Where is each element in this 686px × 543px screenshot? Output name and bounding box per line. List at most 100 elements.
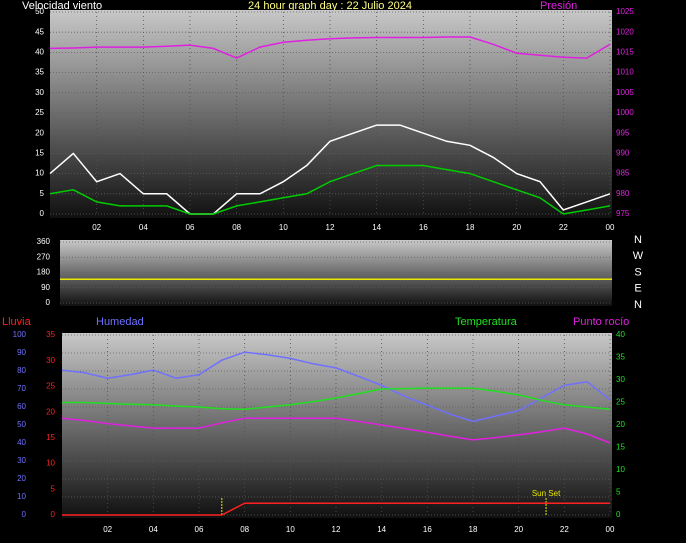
y3-tick-label: 5 bbox=[51, 484, 56, 493]
annotation: Sun Set bbox=[532, 489, 561, 498]
direction-label: E bbox=[634, 283, 641, 295]
direction-label: N bbox=[634, 234, 642, 246]
x-tick-label: 10 bbox=[279, 223, 288, 232]
y-tick-label: 100 bbox=[13, 330, 27, 339]
x-tick-label: 06 bbox=[186, 223, 195, 232]
y2-tick-label: 985 bbox=[616, 169, 630, 178]
y-tick-label: 0 bbox=[46, 298, 51, 307]
x-tick-label: 20 bbox=[512, 223, 521, 232]
wind-label: Velocidad viento bbox=[22, 0, 102, 12]
y2-tick-label: 1025 bbox=[616, 7, 634, 16]
y-tick-label: 30 bbox=[17, 456, 26, 465]
x-tick-label: 22 bbox=[560, 525, 569, 534]
x-tick-label: 12 bbox=[332, 525, 341, 534]
y2-tick-label: 10 bbox=[616, 465, 625, 474]
x-tick-label: 02 bbox=[103, 525, 112, 534]
x-tick-label: 14 bbox=[372, 223, 381, 232]
x-tick-label: 06 bbox=[195, 525, 204, 534]
y-tick-label: 70 bbox=[17, 384, 26, 393]
y2-tick-label: 980 bbox=[616, 189, 630, 198]
y2-tick-label: 1010 bbox=[616, 68, 634, 77]
y-tick-label: 80 bbox=[17, 366, 26, 375]
legend-label: Temperatura bbox=[455, 316, 518, 328]
y2-tick-label: 15 bbox=[616, 443, 625, 452]
series-line bbox=[49, 124, 611, 215]
y3-tick-label: 10 bbox=[46, 459, 55, 468]
y-tick-label: 180 bbox=[37, 268, 51, 277]
x-tick-label: 08 bbox=[240, 525, 249, 534]
y-tick-label: 40 bbox=[17, 438, 26, 447]
y-tick-label: 270 bbox=[37, 252, 51, 261]
y2-tick-label: 995 bbox=[616, 128, 630, 137]
y-tick-label: 50 bbox=[35, 7, 44, 16]
y3-tick-label: 35 bbox=[46, 330, 55, 339]
y-tick-label: 25 bbox=[35, 108, 44, 117]
y-tick-label: 30 bbox=[35, 88, 44, 97]
y3-tick-label: 0 bbox=[51, 510, 56, 519]
y3-tick-label: 25 bbox=[46, 382, 55, 391]
x-tick-label: 02 bbox=[92, 223, 101, 232]
y2-tick-label: 30 bbox=[616, 375, 625, 384]
series-line bbox=[49, 164, 611, 215]
y2-tick-label: 20 bbox=[616, 420, 625, 429]
y3-tick-label: 30 bbox=[46, 356, 55, 365]
series-line bbox=[61, 417, 611, 444]
y2-tick-label: 1000 bbox=[616, 108, 634, 117]
legend-label: Lluvia bbox=[2, 316, 32, 328]
y-tick-label: 60 bbox=[17, 402, 26, 411]
x-tick-label: 10 bbox=[286, 525, 295, 534]
y-tick-label: 45 bbox=[35, 27, 44, 36]
y-tick-label: 40 bbox=[35, 48, 44, 57]
x-tick-label: 00 bbox=[606, 223, 615, 232]
plot-background bbox=[60, 240, 612, 306]
x-tick-label: 20 bbox=[514, 525, 523, 534]
y3-tick-label: 15 bbox=[46, 433, 55, 442]
direction-label: W bbox=[633, 250, 644, 262]
x-tick-label: 18 bbox=[469, 525, 478, 534]
x-tick-label: 14 bbox=[377, 525, 386, 534]
pressure-label: Presión bbox=[540, 0, 577, 12]
y2-tick-label: 40 bbox=[616, 330, 625, 339]
y-tick-label: 10 bbox=[35, 169, 44, 178]
y2-tick-label: 25 bbox=[616, 398, 625, 407]
y2-tick-label: 35 bbox=[616, 353, 625, 362]
y2-tick-label: 990 bbox=[616, 149, 630, 158]
y-tick-label: 10 bbox=[17, 492, 26, 501]
series-line bbox=[49, 36, 611, 59]
y2-tick-label: 5 bbox=[616, 488, 621, 497]
direction-label: S bbox=[634, 266, 641, 278]
plot-background bbox=[62, 333, 612, 518]
y-tick-label: 50 bbox=[17, 420, 26, 429]
x-tick-label: 18 bbox=[466, 223, 475, 232]
y-tick-label: 35 bbox=[35, 68, 44, 77]
y-tick-label: 20 bbox=[17, 474, 26, 483]
direction-label: N bbox=[634, 299, 642, 311]
x-tick-label: 22 bbox=[559, 223, 568, 232]
y2-tick-label: 0 bbox=[616, 510, 621, 519]
y2-tick-label: 975 bbox=[616, 209, 630, 218]
y-tick-label: 90 bbox=[17, 348, 26, 357]
y-tick-label: 360 bbox=[37, 237, 51, 246]
series-line bbox=[61, 351, 611, 423]
y3-tick-label: 20 bbox=[46, 407, 55, 416]
y-tick-label: 90 bbox=[41, 283, 50, 292]
y-tick-label: 15 bbox=[35, 149, 44, 158]
series-line bbox=[62, 387, 611, 411]
x-tick-label: 12 bbox=[326, 223, 335, 232]
chart-title: 24 hour graph day : 22 Julio 2024 bbox=[248, 0, 412, 12]
legend-label: Punto rocío bbox=[573, 316, 629, 328]
y-tick-label: 5 bbox=[40, 189, 45, 198]
x-tick-label: 04 bbox=[139, 223, 148, 232]
y-tick-label: 0 bbox=[40, 209, 45, 218]
y-tick-label: 0 bbox=[22, 510, 27, 519]
y-tick-label: 20 bbox=[35, 128, 44, 137]
y2-tick-label: 1020 bbox=[616, 27, 634, 36]
x-tick-label: 04 bbox=[149, 525, 158, 534]
series-line bbox=[62, 502, 610, 516]
x-tick-label: 08 bbox=[232, 223, 241, 232]
x-tick-label: 00 bbox=[606, 525, 615, 534]
y2-tick-label: 1015 bbox=[616, 48, 634, 57]
legend-label: Humedad bbox=[96, 316, 144, 328]
x-tick-label: 16 bbox=[419, 223, 428, 232]
